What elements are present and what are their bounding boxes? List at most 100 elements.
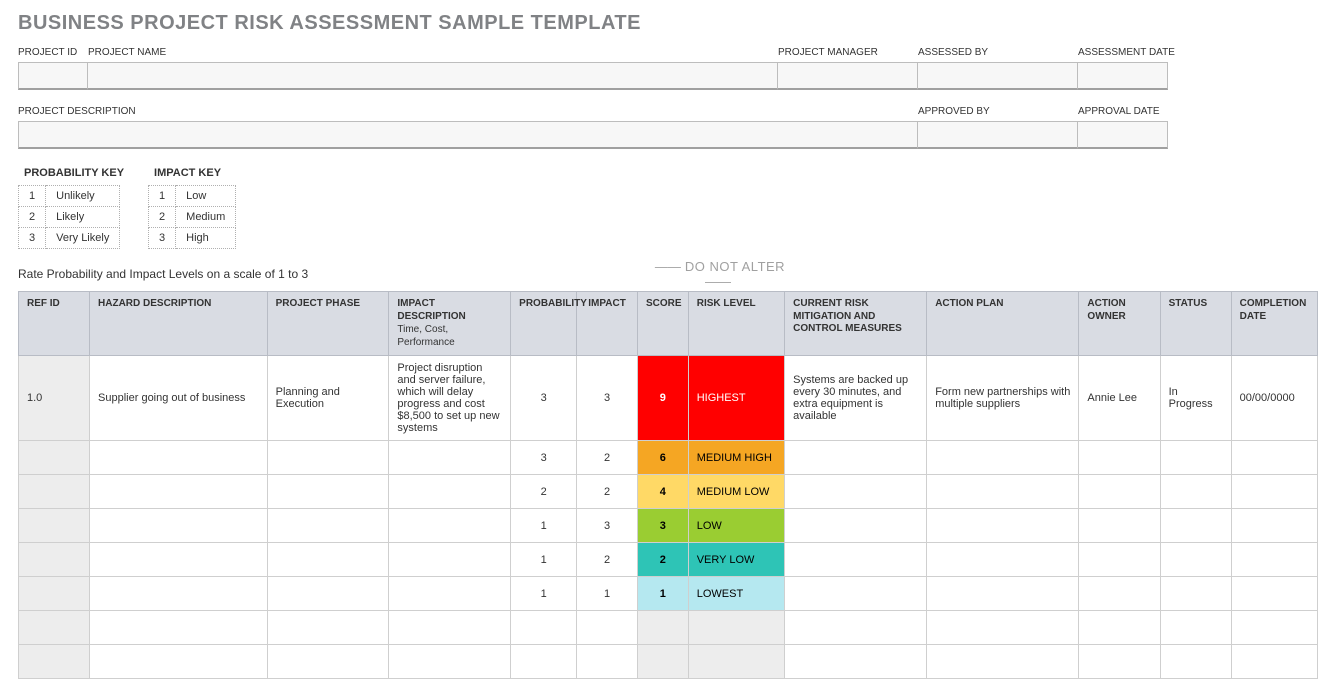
cell-plan[interactable] bbox=[927, 509, 1079, 543]
cell-mitigation[interactable]: Systems are backed up every 30 minutes, … bbox=[785, 356, 927, 441]
cell-impact_desc[interactable] bbox=[389, 543, 511, 577]
cell-impact_desc[interactable] bbox=[389, 441, 511, 475]
meta-input[interactable] bbox=[18, 62, 88, 90]
cell-score[interactable]: 4 bbox=[637, 475, 688, 509]
meta-input[interactable] bbox=[1078, 121, 1168, 149]
cell-risk[interactable] bbox=[688, 611, 784, 645]
cell-impact_desc[interactable] bbox=[389, 645, 511, 679]
cell-score[interactable] bbox=[637, 645, 688, 679]
cell-impact[interactable] bbox=[577, 645, 638, 679]
cell-status[interactable] bbox=[1160, 577, 1231, 611]
cell-owner[interactable] bbox=[1079, 577, 1160, 611]
cell-date[interactable] bbox=[1231, 611, 1317, 645]
cell-date[interactable] bbox=[1231, 577, 1317, 611]
cell-risk[interactable]: HIGHEST bbox=[688, 356, 784, 441]
cell-hazard[interactable] bbox=[90, 509, 268, 543]
cell-risk[interactable]: LOW bbox=[688, 509, 784, 543]
cell-mitigation[interactable] bbox=[785, 645, 927, 679]
cell-date[interactable] bbox=[1231, 441, 1317, 475]
cell-owner[interactable] bbox=[1079, 441, 1160, 475]
cell-phase[interactable] bbox=[267, 611, 389, 645]
cell-mitigation[interactable] bbox=[785, 543, 927, 577]
cell-impact[interactable]: 2 bbox=[577, 543, 638, 577]
cell-date[interactable] bbox=[1231, 475, 1317, 509]
cell-probability[interactable]: 2 bbox=[511, 475, 577, 509]
cell-phase[interactable] bbox=[267, 475, 389, 509]
cell-impact_desc[interactable]: Project disruption and server failure, w… bbox=[389, 356, 511, 441]
cell-score[interactable] bbox=[637, 611, 688, 645]
cell-probability[interactable]: 1 bbox=[511, 509, 577, 543]
cell-impact[interactable]: 3 bbox=[577, 356, 638, 441]
meta-input[interactable] bbox=[918, 62, 1078, 90]
cell-plan[interactable] bbox=[927, 475, 1079, 509]
cell-score[interactable]: 9 bbox=[637, 356, 688, 441]
cell-phase[interactable] bbox=[267, 543, 389, 577]
cell-plan[interactable] bbox=[927, 611, 1079, 645]
cell-hazard[interactable] bbox=[90, 645, 268, 679]
cell-date[interactable] bbox=[1231, 645, 1317, 679]
cell-mitigation[interactable] bbox=[785, 611, 927, 645]
cell-score[interactable]: 2 bbox=[637, 543, 688, 577]
cell-status[interactable] bbox=[1160, 543, 1231, 577]
cell-risk[interactable]: MEDIUM HIGH bbox=[688, 441, 784, 475]
cell-phase[interactable] bbox=[267, 441, 389, 475]
meta-input[interactable] bbox=[918, 121, 1078, 149]
cell-phase[interactable] bbox=[267, 509, 389, 543]
cell-ref[interactable] bbox=[19, 475, 90, 509]
cell-date[interactable] bbox=[1231, 543, 1317, 577]
cell-risk[interactable]: LOWEST bbox=[688, 577, 784, 611]
cell-plan[interactable] bbox=[927, 441, 1079, 475]
cell-date[interactable] bbox=[1231, 509, 1317, 543]
cell-risk[interactable] bbox=[688, 645, 784, 679]
cell-impact_desc[interactable] bbox=[389, 577, 511, 611]
cell-probability[interactable]: 1 bbox=[511, 577, 577, 611]
cell-date[interactable]: 00/00/0000 bbox=[1231, 356, 1317, 441]
cell-mitigation[interactable] bbox=[785, 577, 927, 611]
cell-score[interactable]: 1 bbox=[637, 577, 688, 611]
cell-impact_desc[interactable] bbox=[389, 475, 511, 509]
cell-impact_desc[interactable] bbox=[389, 509, 511, 543]
cell-plan[interactable] bbox=[927, 645, 1079, 679]
cell-score[interactable]: 6 bbox=[637, 441, 688, 475]
cell-probability[interactable]: 1 bbox=[511, 543, 577, 577]
cell-ref[interactable]: 1.0 bbox=[19, 356, 90, 441]
cell-mitigation[interactable] bbox=[785, 441, 927, 475]
meta-input[interactable] bbox=[1078, 62, 1168, 90]
cell-ref[interactable] bbox=[19, 577, 90, 611]
cell-ref[interactable] bbox=[19, 509, 90, 543]
cell-ref[interactable] bbox=[19, 611, 90, 645]
cell-risk[interactable]: VERY LOW bbox=[688, 543, 784, 577]
cell-mitigation[interactable] bbox=[785, 509, 927, 543]
cell-status[interactable] bbox=[1160, 509, 1231, 543]
cell-score[interactable]: 3 bbox=[637, 509, 688, 543]
cell-owner[interactable] bbox=[1079, 611, 1160, 645]
cell-probability[interactable] bbox=[511, 611, 577, 645]
meta-input[interactable] bbox=[778, 62, 918, 90]
cell-plan[interactable]: Form new partnerships with multiple supp… bbox=[927, 356, 1079, 441]
cell-hazard[interactable] bbox=[90, 577, 268, 611]
cell-owner[interactable] bbox=[1079, 543, 1160, 577]
cell-impact[interactable] bbox=[577, 611, 638, 645]
cell-hazard[interactable] bbox=[90, 475, 268, 509]
cell-impact_desc[interactable] bbox=[389, 611, 511, 645]
cell-mitigation[interactable] bbox=[785, 475, 927, 509]
cell-impact[interactable]: 3 bbox=[577, 509, 638, 543]
cell-phase[interactable] bbox=[267, 577, 389, 611]
cell-hazard[interactable]: Supplier going out of business bbox=[90, 356, 268, 441]
cell-impact[interactable]: 1 bbox=[577, 577, 638, 611]
cell-status[interactable] bbox=[1160, 441, 1231, 475]
meta-input[interactable] bbox=[18, 121, 918, 149]
cell-impact[interactable]: 2 bbox=[577, 475, 638, 509]
cell-status[interactable] bbox=[1160, 475, 1231, 509]
cell-owner[interactable] bbox=[1079, 509, 1160, 543]
cell-risk[interactable]: MEDIUM LOW bbox=[688, 475, 784, 509]
cell-ref[interactable] bbox=[19, 441, 90, 475]
cell-probability[interactable]: 3 bbox=[511, 356, 577, 441]
cell-phase[interactable]: Planning and Execution bbox=[267, 356, 389, 441]
cell-ref[interactable] bbox=[19, 645, 90, 679]
cell-owner[interactable]: Annie Lee bbox=[1079, 356, 1160, 441]
cell-ref[interactable] bbox=[19, 543, 90, 577]
cell-hazard[interactable] bbox=[90, 441, 268, 475]
cell-owner[interactable] bbox=[1079, 645, 1160, 679]
cell-impact[interactable]: 2 bbox=[577, 441, 638, 475]
